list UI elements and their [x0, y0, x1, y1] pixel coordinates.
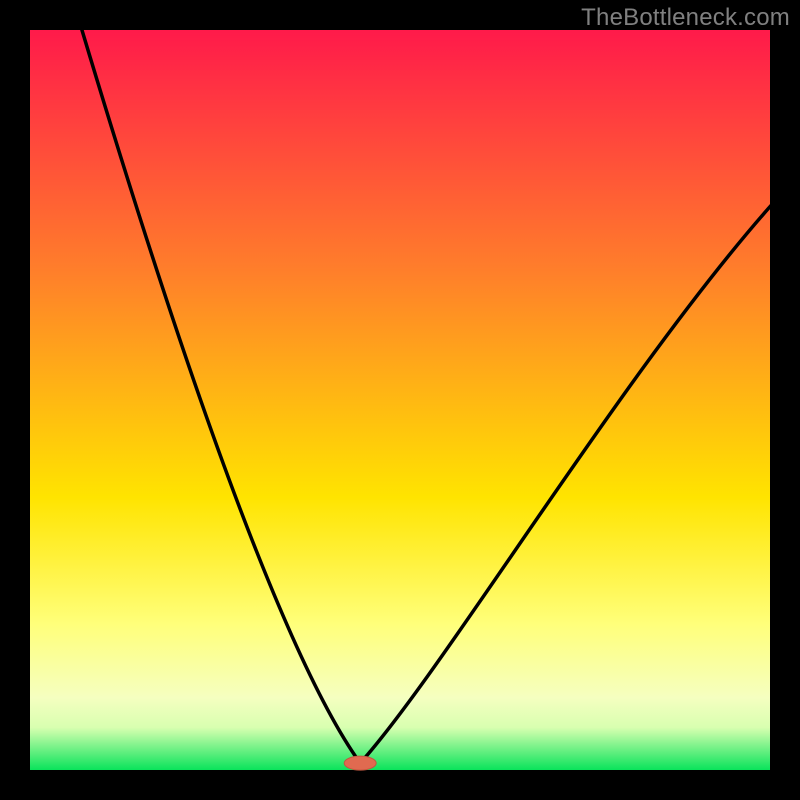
bottleneck-chart — [0, 0, 800, 800]
plot-background — [30, 30, 772, 772]
watermark-text: TheBottleneck.com — [581, 4, 790, 32]
minimum-marker — [344, 756, 376, 770]
chart-root: TheBottleneck.com — [0, 0, 800, 800]
